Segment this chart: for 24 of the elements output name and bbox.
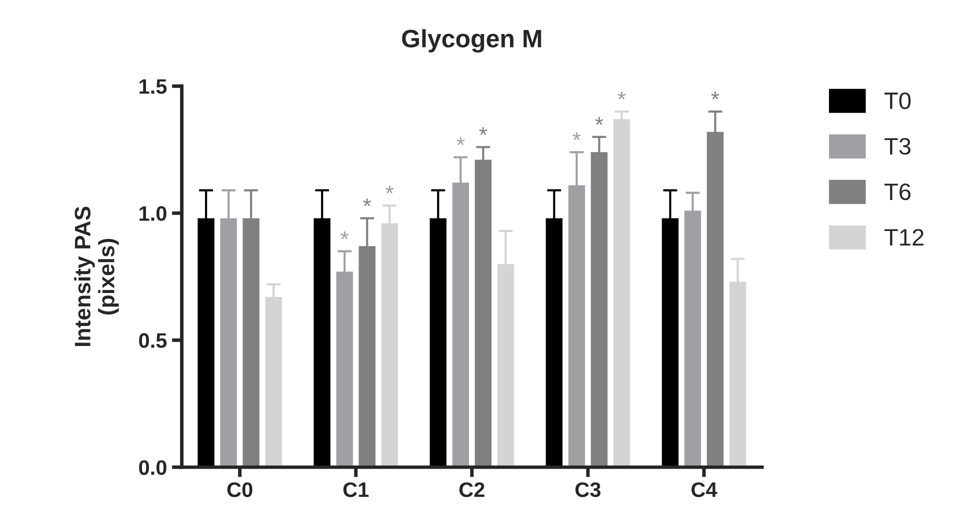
data-label: * — [340, 231, 349, 240]
y-tick-label: 1.0 — [140, 206, 166, 221]
x-tick-label: C3 — [575, 482, 600, 498]
y-tick-label: 0.5 — [139, 333, 167, 348]
legend-label: T0 — [884, 92, 911, 110]
x-tick-label: C2 — [459, 482, 484, 498]
data-label: * — [711, 92, 720, 100]
x-tick-label: C4 — [692, 482, 718, 498]
x-tick-label: C0 — [227, 482, 252, 498]
data-label: * — [572, 132, 581, 140]
chart-title: Glycogen M — [402, 29, 542, 53]
data-label: * — [595, 117, 604, 125]
data-label: * — [479, 127, 488, 135]
x-tick-label: C1 — [343, 482, 369, 498]
y-tick-label: 1.5 — [140, 79, 167, 94]
y-tick-label: 0.0 — [139, 460, 166, 475]
data-label: * — [456, 137, 465, 146]
legend-label: T6 — [884, 183, 910, 200]
legend-label: T3 — [884, 138, 910, 155]
data-label: * — [618, 92, 626, 100]
legend-label: T12 — [884, 228, 924, 246]
y-axis-title: Intensity PAS (pixels) — [74, 206, 119, 346]
data-label: * — [386, 186, 394, 194]
data-label: * — [363, 198, 372, 206]
